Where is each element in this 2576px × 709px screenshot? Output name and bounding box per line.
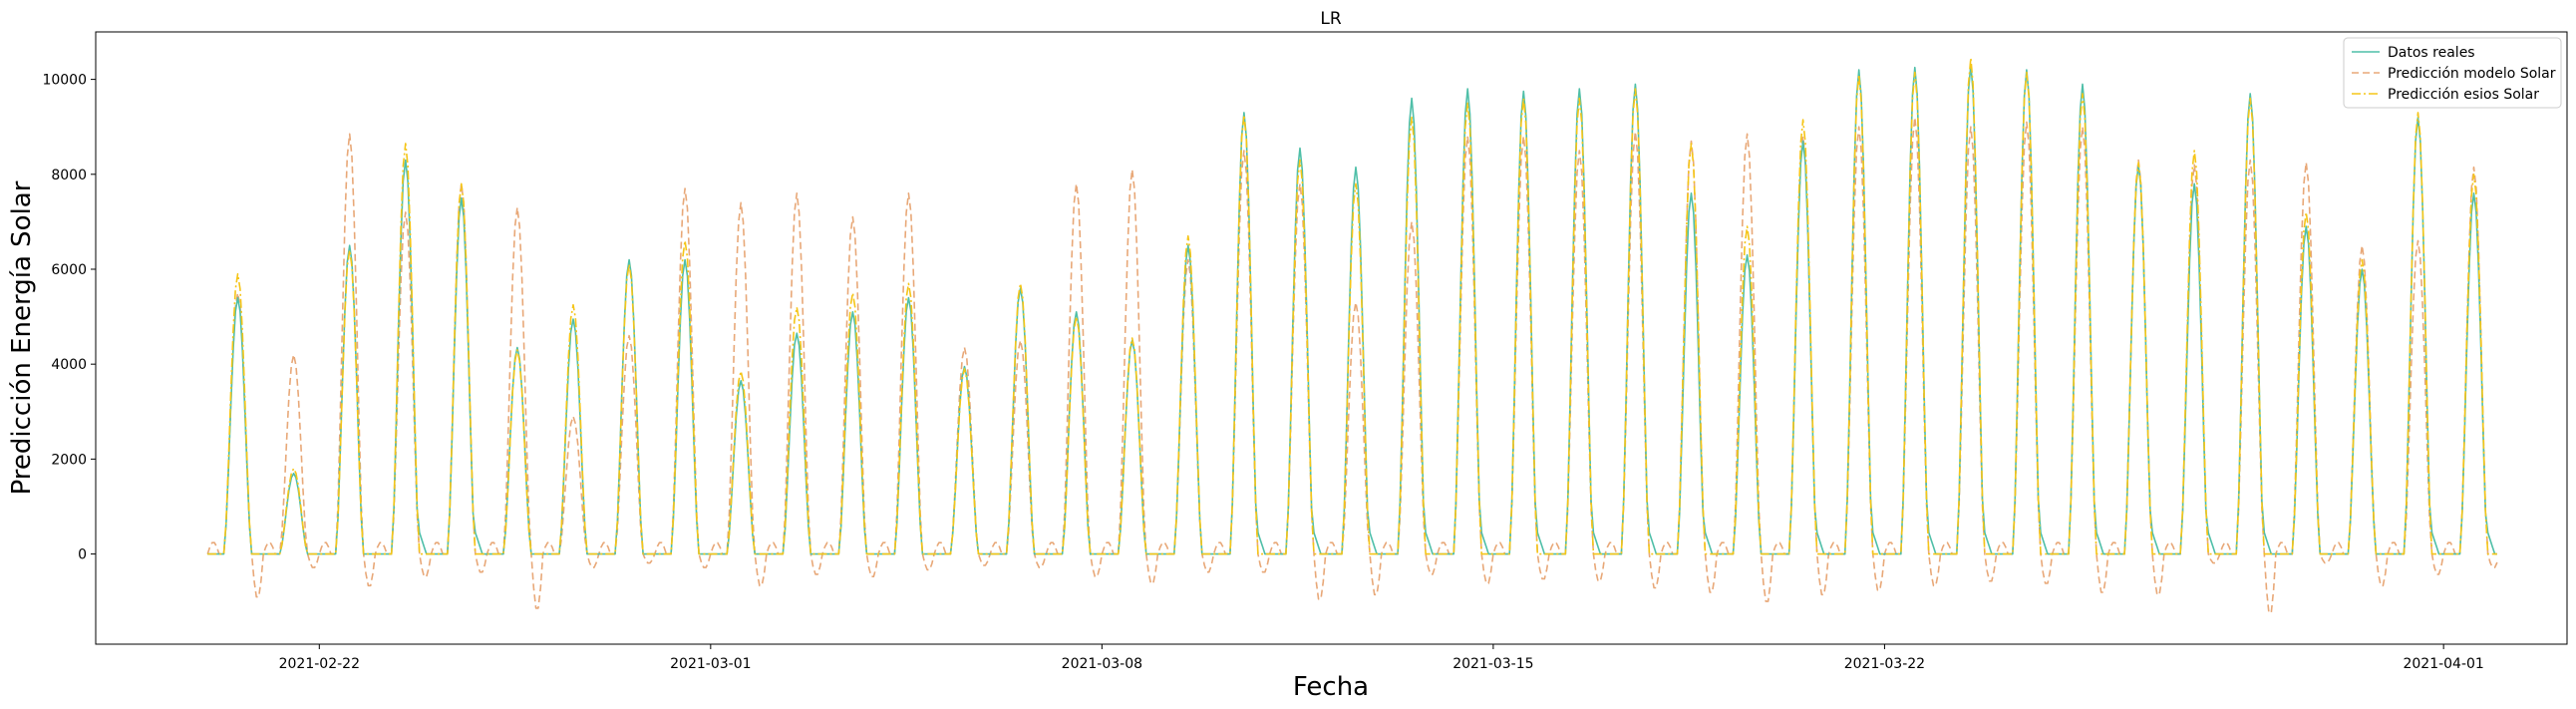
y-tick-label: 0 bbox=[78, 547, 87, 563]
x-tick-label: 2021-04-01 bbox=[2403, 656, 2483, 672]
y-tick-label: 2000 bbox=[51, 452, 87, 468]
series-line-modelo bbox=[206, 116, 2498, 614]
y-axis: 0 2000 4000 6000 8000 10000 bbox=[42, 73, 96, 563]
x-tick-label: 2021-03-08 bbox=[1062, 656, 1142, 672]
x-axis: 2021-02-22 2021-03-01 2021-03-08 2021-03-15… bbox=[279, 644, 2484, 672]
chart-title: LR bbox=[1320, 9, 1341, 29]
legend-label-real: Datos reales bbox=[2388, 45, 2475, 61]
x-tick-label: 2021-03-22 bbox=[1844, 656, 1925, 672]
y-tick-label: 10000 bbox=[42, 73, 87, 89]
legend-label-esios: Predicción esios Solar bbox=[2388, 87, 2539, 103]
legend: Datos reales Predicción modelo Solar Predi… bbox=[2343, 37, 2562, 109]
plot-area bbox=[206, 57, 2498, 614]
plot-frame bbox=[95, 31, 2568, 645]
y-tick-label: 6000 bbox=[51, 262, 87, 278]
x-tick-label: 2021-03-01 bbox=[670, 656, 751, 672]
x-axis-label: Fecha bbox=[1293, 672, 1369, 702]
series-line-esios bbox=[207, 57, 2497, 555]
y-tick-label: 4000 bbox=[51, 357, 87, 373]
y-axis-label: Predicción Energía Solar bbox=[7, 180, 37, 495]
y-tick-label: 8000 bbox=[51, 168, 87, 183]
x-tick-label: 2021-02-22 bbox=[279, 656, 360, 672]
x-tick-label: 2021-03-15 bbox=[1452, 656, 1533, 672]
legend-box bbox=[2343, 37, 2562, 109]
legend-label-modelo: Predicción modelo Solar bbox=[2388, 66, 2556, 82]
